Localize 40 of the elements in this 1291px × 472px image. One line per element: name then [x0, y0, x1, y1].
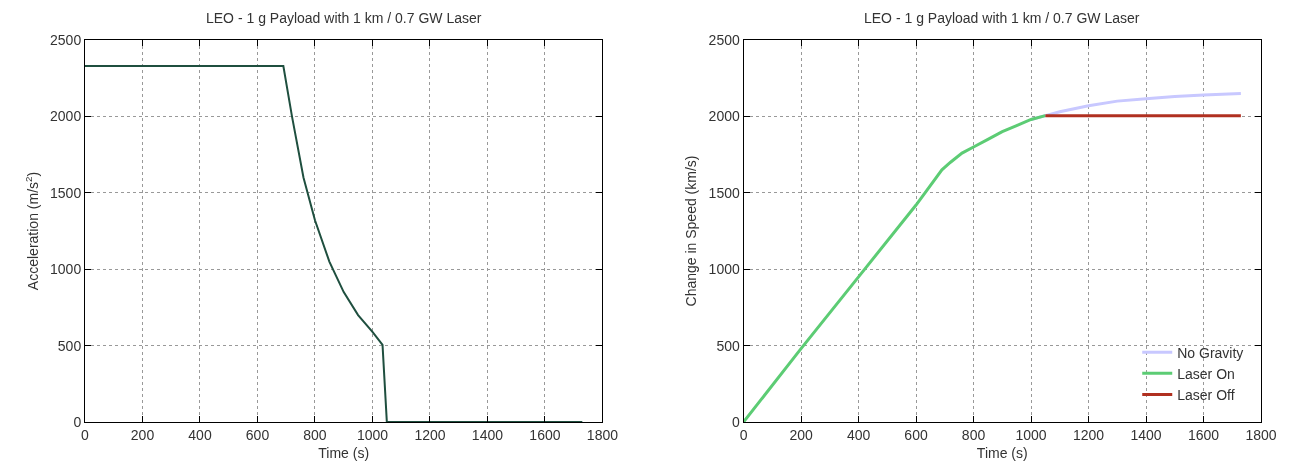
y-tick-label: 500 [716, 337, 740, 354]
y-tick-label: 1000 [50, 261, 82, 278]
y-tick-label: 1000 [708, 261, 740, 278]
x-tick-label: 1200 [1072, 426, 1105, 443]
x-tick-label: 400 [846, 426, 871, 443]
x-tick-label: 1600 [529, 426, 561, 443]
x-tick-label: 1400 [1130, 426, 1162, 443]
y-tick-label: 0 [73, 413, 82, 430]
legend-label: Laser On [1177, 365, 1235, 382]
x-tick-label: 1600 [1187, 426, 1220, 443]
line-series [85, 64, 584, 422]
x-tick-label: 1800 [586, 426, 619, 443]
x-tick-label: 1000 [1015, 426, 1047, 443]
x-tick-label: 1400 [471, 426, 504, 443]
chart-title: LEO - 1 g Payload with 1 km / 0.7 GW Laser [864, 10, 1140, 26]
y-tick-label: 500 [57, 337, 82, 354]
x-tick-label: 800 [961, 426, 986, 443]
legend-label: No Gravity [1177, 344, 1244, 361]
x-axis-title: Time (s) [318, 445, 370, 462]
legend-label: Laser Off [1177, 387, 1235, 403]
y-tick-label: 1500 [708, 184, 740, 201]
line-series [743, 114, 1047, 422]
y-tick-label: 0 [731, 413, 740, 430]
x-tick-label: 600 [245, 426, 270, 443]
y-axis-title: Change in Speed (km/s) [683, 155, 700, 307]
x-tick-label: 200 [130, 426, 155, 443]
y-tick-label: 2500 [708, 31, 740, 48]
x-tick-label: 200 [789, 426, 813, 443]
x-tick-label: 1800 [1245, 426, 1277, 443]
x-tick-label: 600 [904, 426, 928, 443]
y-tick-label: 2000 [50, 108, 82, 125]
y-tick-label: 2000 [708, 108, 740, 125]
y-tick-label: 1500 [50, 184, 82, 201]
x-axis-title: Time (s) [976, 445, 1028, 462]
chart-title: LEO - 1 g Payload with 1 km / 0.7 GW Laser [206, 10, 482, 26]
y-tick-label: 2500 [50, 31, 82, 48]
x-tick-label: 1000 [356, 426, 389, 443]
x-tick-label: 400 [188, 426, 212, 443]
x-tick-label: 1200 [414, 426, 446, 443]
x-tick-label: 800 [303, 426, 327, 443]
